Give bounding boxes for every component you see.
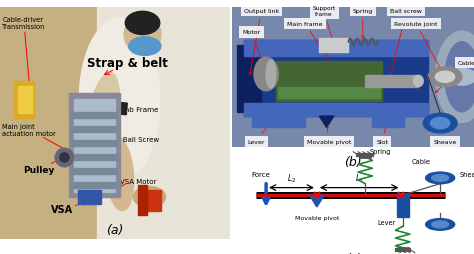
Text: VSA: VSA: [51, 202, 88, 214]
Ellipse shape: [105, 137, 134, 211]
Bar: [143, 190, 161, 211]
Text: Main joint
actuation motor: Main joint actuation motor: [2, 124, 68, 151]
Bar: [200, 8, 209, 239]
Bar: [319, 38, 348, 52]
Bar: [73, 100, 115, 193]
Bar: [78, 190, 101, 204]
Bar: [373, 115, 404, 128]
Text: Slot: Slot: [376, 126, 388, 144]
Text: $L_2$: $L_2$: [287, 171, 296, 184]
Ellipse shape: [445, 42, 474, 112]
Bar: [397, 194, 409, 217]
Bar: [127, 8, 136, 239]
Bar: [276, 62, 382, 101]
Text: Force: Force: [252, 171, 271, 177]
Bar: [252, 115, 305, 128]
Circle shape: [60, 153, 69, 163]
Circle shape: [55, 149, 73, 167]
Text: Main frame: Main frame: [287, 22, 337, 72]
Bar: [69, 93, 119, 197]
Text: Sliding Ball Screw: Sliding Ball Screw: [97, 136, 159, 146]
Text: (a): (a): [106, 224, 124, 236]
Text: Pulley: Pulley: [23, 159, 61, 174]
Text: Output link: Output link: [244, 9, 279, 75]
Bar: [71, 154, 117, 160]
Circle shape: [432, 221, 448, 228]
Text: Cable: Cable: [436, 61, 474, 93]
Ellipse shape: [254, 58, 278, 91]
Bar: [97, 8, 230, 239]
Text: VSA Motor: VSA Motor: [118, 178, 156, 187]
Ellipse shape: [82, 73, 119, 183]
Polygon shape: [310, 196, 324, 207]
Bar: [145, 8, 154, 239]
Text: Movable pivot: Movable pivot: [295, 215, 339, 220]
Text: Sheave: Sheave: [459, 171, 474, 177]
Polygon shape: [319, 117, 334, 128]
Ellipse shape: [129, 38, 161, 56]
Text: Cable-driver
Transmission: Cable-driver Transmission: [2, 17, 46, 87]
Ellipse shape: [435, 32, 474, 123]
Text: Strap & belt: Strap & belt: [87, 57, 168, 75]
Bar: [278, 87, 380, 98]
Circle shape: [435, 72, 455, 83]
Text: Sheave: Sheave: [433, 127, 456, 144]
Bar: [237, 45, 261, 112]
Text: Ball screw: Ball screw: [390, 9, 422, 78]
Ellipse shape: [133, 187, 165, 208]
Text: Revolute joint: Revolute joint: [394, 22, 443, 74]
Text: Lever: Lever: [378, 219, 396, 225]
Text: Movable pivot: Movable pivot: [307, 126, 351, 144]
Bar: [14, 82, 35, 119]
Bar: [245, 41, 428, 56]
Ellipse shape: [124, 16, 161, 55]
Bar: [245, 104, 428, 117]
Bar: [67, 121, 127, 199]
Text: (b): (b): [344, 156, 362, 169]
Text: Upper Limb Frame: Upper Limb Frame: [92, 106, 159, 116]
Text: Cable: Cable: [411, 159, 430, 165]
Text: Motor: Motor: [243, 30, 265, 71]
Circle shape: [428, 68, 462, 87]
Text: Lever: Lever: [248, 125, 269, 144]
Ellipse shape: [413, 76, 423, 87]
Bar: [18, 86, 32, 114]
Circle shape: [423, 114, 457, 133]
Text: Support
frame: Support frame: [312, 6, 336, 42]
Circle shape: [426, 172, 455, 184]
Bar: [71, 182, 117, 188]
Circle shape: [432, 175, 448, 182]
Bar: [219, 8, 228, 239]
Bar: [71, 127, 117, 132]
Ellipse shape: [125, 12, 160, 35]
Bar: [71, 168, 117, 174]
Bar: [85, 100, 128, 115]
Circle shape: [426, 219, 455, 230]
Ellipse shape: [266, 61, 276, 89]
Bar: [71, 140, 117, 146]
Text: Spring: Spring: [353, 9, 373, 39]
Ellipse shape: [79, 19, 160, 181]
Text: $L_1$: $L_1$: [355, 171, 364, 184]
Text: Spring: Spring: [370, 148, 392, 154]
Text: (c): (c): [345, 251, 362, 254]
Bar: [71, 113, 117, 119]
Bar: [182, 8, 191, 239]
Circle shape: [447, 69, 474, 86]
Bar: [245, 41, 428, 117]
Circle shape: [430, 118, 450, 129]
Bar: [163, 8, 173, 239]
Bar: [365, 76, 419, 87]
Bar: [138, 186, 147, 216]
